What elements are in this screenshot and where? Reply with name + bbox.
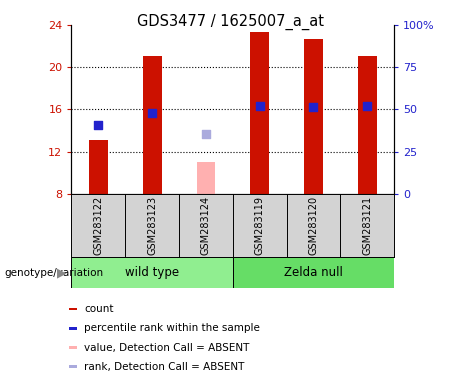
FancyBboxPatch shape <box>233 257 394 288</box>
Bar <box>89 140 108 194</box>
Text: GSM283120: GSM283120 <box>308 196 319 255</box>
Point <box>95 122 102 128</box>
Bar <box>143 56 161 194</box>
Text: GSM283119: GSM283119 <box>254 196 265 255</box>
Text: rank, Detection Call = ABSENT: rank, Detection Call = ABSENT <box>84 362 245 372</box>
Point <box>310 104 317 111</box>
Bar <box>250 32 269 194</box>
Text: GSM283123: GSM283123 <box>147 196 157 255</box>
Text: wild type: wild type <box>125 266 179 279</box>
Text: ▶: ▶ <box>58 266 67 279</box>
Text: GSM283124: GSM283124 <box>201 196 211 255</box>
Text: genotype/variation: genotype/variation <box>5 268 104 278</box>
FancyBboxPatch shape <box>71 257 233 288</box>
Point <box>364 103 371 109</box>
Text: Zelda null: Zelda null <box>284 266 343 279</box>
Bar <box>69 346 77 349</box>
Point <box>202 131 210 137</box>
Bar <box>69 308 77 310</box>
Bar <box>69 366 77 368</box>
Text: GSM283122: GSM283122 <box>93 196 103 255</box>
Point <box>148 109 156 116</box>
Text: percentile rank within the sample: percentile rank within the sample <box>84 323 260 333</box>
Text: GSM283121: GSM283121 <box>362 196 372 255</box>
Bar <box>304 39 323 194</box>
Bar <box>69 327 77 329</box>
Bar <box>358 56 377 194</box>
Text: count: count <box>84 304 114 314</box>
Bar <box>196 162 215 194</box>
Text: GDS3477 / 1625007_a_at: GDS3477 / 1625007_a_at <box>137 13 324 30</box>
Text: value, Detection Call = ABSENT: value, Detection Call = ABSENT <box>84 343 250 353</box>
Point <box>256 103 263 109</box>
